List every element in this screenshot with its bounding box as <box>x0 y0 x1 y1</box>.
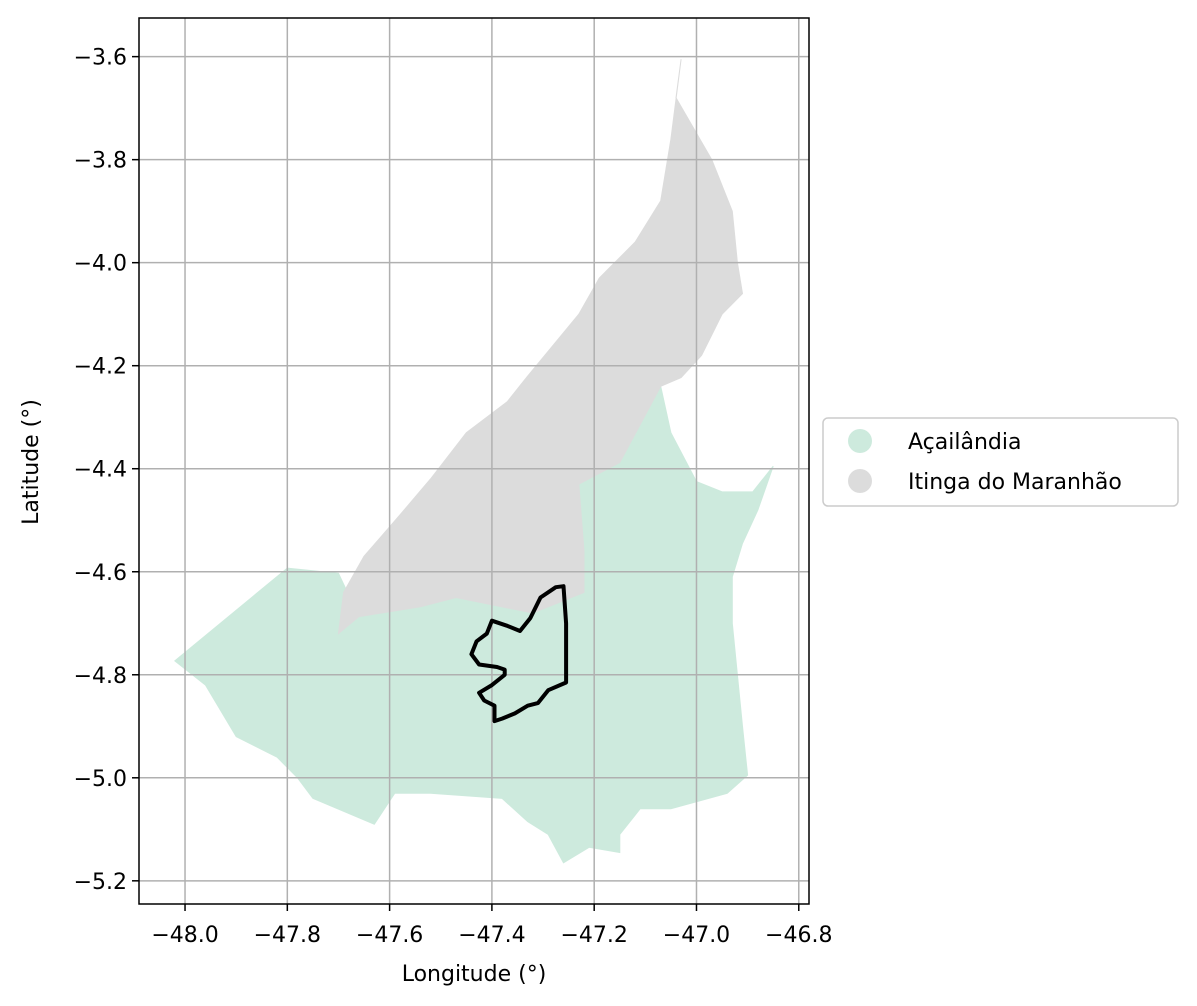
x-tick-label: −47.6 <box>356 923 423 948</box>
x-tick-label: −47.4 <box>458 923 525 948</box>
study-area-boundary <box>469 584 569 724</box>
grid-layer <box>139 18 809 904</box>
legend-marker-itinga-do-maranhao <box>848 469 872 493</box>
legend-marker-acailandia <box>848 429 872 453</box>
y-axis-title: Latitude (°) <box>19 399 44 525</box>
y-tick-label: −4.0 <box>74 252 127 277</box>
plot-area: −48.0 −47.8 −47.6 −47.4 −47.2 −47.0 −46.8 −3.6… <box>74 17 832 948</box>
x-axis-ticks: −48.0 −47.8 −47.6 −47.4 −47.2 −47.0 −46.8 <box>151 904 832 948</box>
y-tick-label: −4.4 <box>74 458 127 483</box>
x-tick-label: −47.2 <box>560 923 627 948</box>
region-itinga-do-maranhao <box>337 59 744 635</box>
legend-box <box>822 417 1179 507</box>
y-tick-label: −4.2 <box>74 355 127 380</box>
x-tick-label: −46.8 <box>765 923 832 948</box>
legend: Açailândia Itinga do Maranhão <box>822 417 1179 507</box>
x-tick-label: −47.0 <box>663 923 730 948</box>
y-tick-label: −3.8 <box>74 149 127 174</box>
y-tick-label: −3.6 <box>74 46 127 71</box>
y-tick-label: −4.8 <box>74 664 127 689</box>
plot-frame <box>138 17 810 905</box>
x-axis-title: Longitude (°) <box>402 962 547 987</box>
legend-label-acailandia: Açailândia <box>908 430 1021 455</box>
y-tick-label: −4.6 <box>74 561 127 586</box>
x-tick-label: −47.8 <box>254 923 321 948</box>
legend-label-itinga-do-maranhao: Itinga do Maranhão <box>908 470 1122 495</box>
boundary-layer <box>469 584 569 724</box>
x-tick-label: −48.0 <box>151 923 218 948</box>
y-axis-ticks: −3.6 −3.8 −4.0 −4.2 −4.4 −4.6 −4.8 −5.0 −5.2 <box>74 46 139 895</box>
y-tick-label: −5.0 <box>74 767 127 792</box>
y-tick-label: −5.2 <box>74 870 127 895</box>
